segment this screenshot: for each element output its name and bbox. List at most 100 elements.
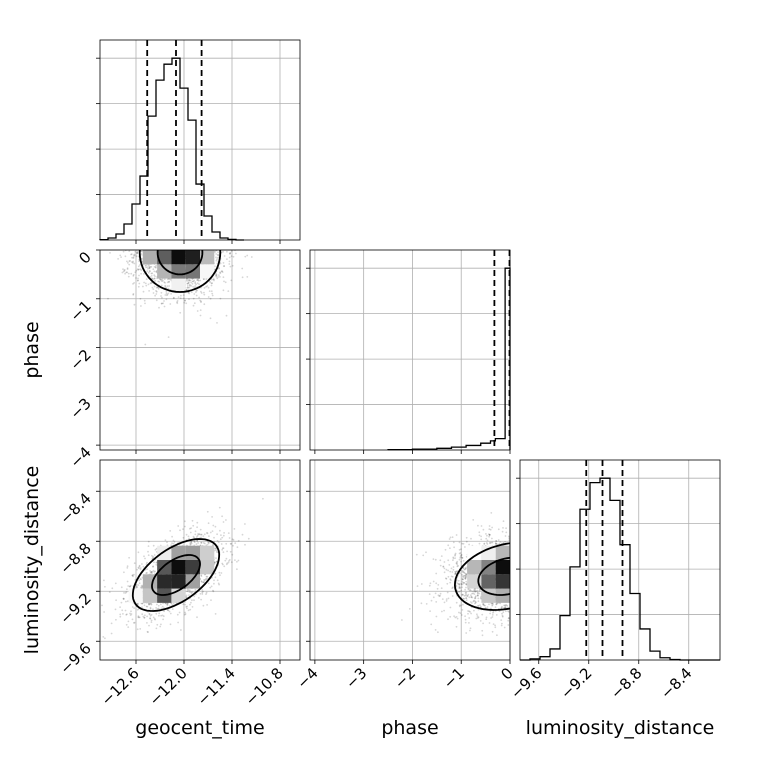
joint-phase-luminosity-distance-sample-345 [468, 596, 471, 599]
joint-phase-luminosity-distance-sample-1073 [460, 554, 463, 557]
joint-geocent-time-luminosity-distance-sample-1308 [171, 608, 174, 610]
joint-geocent-time-luminosity-distance-sample-310 [228, 560, 230, 562]
joint-geocent-time-luminosity-distance-sample-396 [146, 630, 149, 633]
joint-geocent-time-phase-sample-1296 [196, 310, 199, 312]
joint-geocent-time-phase-sample-730 [186, 286, 189, 289]
joint-geocent-time-luminosity-distance-ytick-label-3: −8.4 [56, 489, 94, 527]
joint-phase-luminosity-distance-sample-1309 [459, 555, 462, 558]
joint-geocent-time-luminosity-distance-sample-297 [143, 616, 146, 619]
joint-geocent-time-luminosity-distance-sample-1291 [128, 585, 131, 588]
joint-geocent-time-phase-sample-974 [153, 277, 156, 280]
joint-geocent-time-luminosity-distance-sample-819 [221, 548, 224, 551]
joint-phase-luminosity-distance-sample-1117 [473, 589, 475, 591]
joint-geocent-time-luminosity-distance-sample-513 [165, 602, 168, 605]
joint-phase-luminosity-distance-sample-283 [470, 537, 472, 540]
joint-geocent-time-luminosity-distance-sample-681 [137, 566, 140, 569]
joint-geocent-time-luminosity-distance-sample-636 [125, 613, 128, 616]
joint-geocent-time-luminosity-distance-sample-1327 [184, 525, 186, 528]
joint-geocent-time-phase-sample-318 [148, 267, 151, 270]
joint-geocent-time-luminosity-distance-sample-522 [200, 580, 203, 582]
joint-geocent-time-luminosity-distance-sample-1032 [193, 540, 196, 543]
joint-geocent-time-luminosity-distance-sample-366 [215, 549, 218, 552]
joint-phase-luminosity-distance-sample-761 [494, 606, 497, 608]
joint-phase-luminosity-distance-sample-1457 [461, 542, 464, 545]
joint-phase-luminosity-distance-sample-1145 [483, 543, 486, 545]
joint-geocent-time-phase-sample-806 [207, 286, 210, 289]
joint-geocent-time-phase-sample-1446 [133, 254, 136, 257]
joint-geocent-time-phase-sample-549 [221, 270, 224, 272]
hist-phase-steps [387, 267, 511, 451]
joint-geocent-time-phase-sample-223 [188, 286, 191, 289]
joint-geocent-time-phase-sample-246 [193, 293, 196, 295]
joint-geocent-time-luminosity-distance-sample-1368 [214, 561, 217, 564]
joint-geocent-time-luminosity-distance-density [128, 545, 215, 603]
joint-geocent-time-phase-sample-781 [198, 296, 201, 299]
joint-geocent-time-luminosity-distance-sample-40 [216, 533, 219, 536]
joint-geocent-time-phase-sample-579 [196, 279, 198, 281]
joint-geocent-time-phase-sample-333 [131, 261, 134, 264]
joint-phase-luminosity-distance-sample-281 [454, 573, 456, 576]
joint-geocent-time-luminosity-distance-sample-5 [104, 637, 106, 640]
joint-geocent-time-luminosity-distance-sample-994 [190, 542, 193, 545]
joint-phase-luminosity-distance-sample-355 [505, 531, 508, 534]
joint-geocent-time-luminosity-distance-sample-393 [234, 542, 237, 544]
joint-phase-luminosity-distance-sample-729 [453, 546, 455, 549]
joint-geocent-time-luminosity-distance-sample-1135 [125, 600, 127, 603]
joint-geocent-time-luminosity-distance-sample-1527 [150, 621, 153, 623]
joint-geocent-time-luminosity-distance-sample-1192 [220, 534, 222, 536]
joint-geocent-time-luminosity-distance-sample-1025 [189, 531, 192, 534]
joint-phase-luminosity-distance-sample-801 [489, 528, 492, 531]
joint-geocent-time-phase-sample-1395 [180, 294, 182, 297]
joint-geocent-time-phase-sample-375 [136, 268, 139, 271]
joint-geocent-time-phase-sample-625 [218, 274, 220, 276]
joint-geocent-time-phase-sample-1105 [165, 298, 168, 301]
joint-geocent-time-phase-sample-335 [145, 284, 148, 287]
joint-phase-luminosity-distance-sample-74 [465, 597, 467, 600]
joint-phase-luminosity-distance-sample-799 [464, 577, 467, 580]
joint-geocent-time-luminosity-distance-sample-1443 [120, 586, 123, 589]
joint-phase-luminosity-distance-sample-961 [495, 614, 498, 616]
joint-geocent-time-luminosity-distance-sample-438 [205, 593, 207, 595]
joint-phase-luminosity-distance-sample-1164 [446, 591, 449, 594]
joint-geocent-time-luminosity-distance-sample-790 [134, 579, 137, 581]
joint-phase-luminosity-distance-density-cell-13-7 [495, 545, 510, 560]
joint-geocent-time-luminosity-distance-sample-1680 [152, 616, 155, 619]
joint-geocent-time-luminosity-distance-density-cell-2-4 [128, 588, 143, 603]
joint-geocent-time-luminosity-distance-sample-1295 [227, 532, 230, 534]
joint-geocent-time-luminosity-distance-sample-962 [101, 604, 103, 607]
joint-phase-luminosity-distance-sample-1389 [469, 601, 472, 603]
joint-geocent-time-phase-sample-349 [231, 264, 234, 267]
joint-phase-luminosity-distance-sample-784 [465, 572, 467, 575]
joint-geocent-time-luminosity-distance-sample-699 [190, 541, 193, 544]
joint-phase-luminosity-distance-sample-1310 [447, 544, 450, 547]
joint-geocent-time-phase-density-cell-4-12 [157, 264, 172, 279]
joint-geocent-time-luminosity-distance-sample-428 [129, 585, 131, 588]
joint-geocent-time-luminosity-distance-sample-535 [217, 582, 220, 585]
joint-phase-luminosity-distance-sample-1202 [492, 623, 495, 625]
joint-geocent-time-phase-sample-894 [124, 272, 126, 275]
joint-geocent-time-luminosity-distance-sample-491 [196, 534, 199, 537]
joint-geocent-time-luminosity-distance-sample-797 [225, 542, 228, 545]
joint-geocent-time-phase-sample-36 [146, 270, 149, 272]
joint-phase-luminosity-distance-sample-656 [488, 528, 491, 530]
joint-geocent-time-phase-sample-859 [217, 254, 219, 256]
joint-geocent-time-phase-sample-231 [192, 297, 195, 300]
joint-geocent-time-luminosity-distance-sample-500 [156, 623, 159, 626]
joint-phase-luminosity-distance-sample-108 [489, 612, 491, 615]
joint-geocent-time-luminosity-distance-sample-770 [138, 616, 140, 619]
joint-geocent-time-luminosity-distance-sample-179 [191, 599, 193, 602]
joint-phase-luminosity-distance-sample-130 [474, 597, 477, 600]
joint-phase-luminosity-distance-sample-721 [488, 534, 491, 536]
joint-geocent-time-luminosity-distance-sample-616 [164, 539, 167, 541]
joint-geocent-time-phase-sample-386 [176, 302, 179, 305]
joint-geocent-time-luminosity-distance-sample-1636 [203, 579, 206, 581]
joint-phase-luminosity-distance-sample-1496 [460, 553, 463, 556]
joint-phase-luminosity-distance-sample-301 [445, 600, 448, 602]
joint-geocent-time-phase-sample-1453 [165, 290, 168, 293]
joint-geocent-time-phase-sample-879 [145, 264, 148, 266]
joint-geocent-time-phase-sample-305 [162, 302, 165, 305]
joint-phase-luminosity-distance-sample-564 [456, 562, 458, 564]
joint-geocent-time-luminosity-distance-sample-517 [130, 613, 133, 615]
joint-geocent-time-luminosity-distance-sample-425 [147, 540, 150, 543]
joint-geocent-time-luminosity-distance-sample-1300 [185, 606, 188, 608]
